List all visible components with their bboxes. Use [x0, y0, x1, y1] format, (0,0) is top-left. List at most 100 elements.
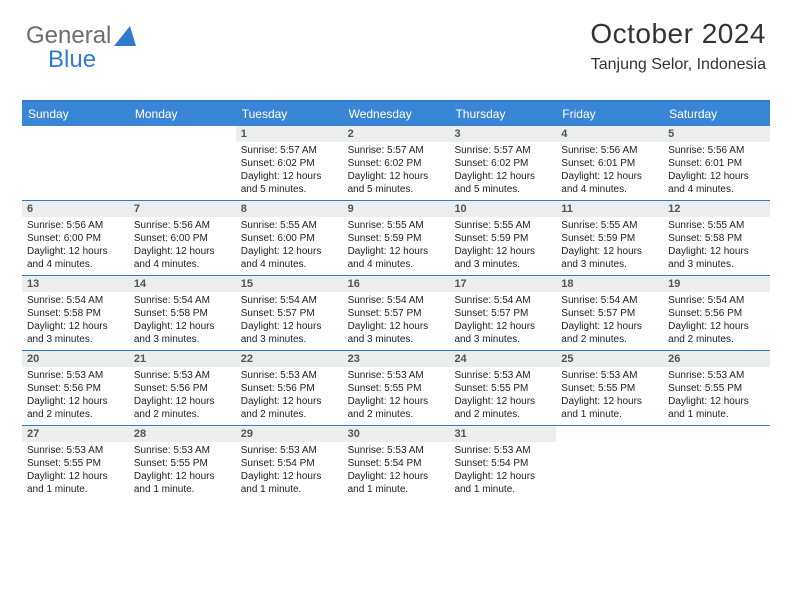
calendar-day: 3Sunrise: 5:57 AMSunset: 6:02 PMDaylight… [449, 126, 556, 200]
sunset-text: Sunset: 5:55 PM [668, 382, 765, 395]
weekday-header: Sunday [22, 102, 129, 126]
sunrise-text: Sunrise: 5:55 AM [241, 219, 338, 232]
day-number: 6 [22, 201, 129, 217]
location-subtitle: Tanjung Selor, Indonesia [590, 56, 766, 74]
day-number: 27 [22, 426, 129, 442]
daylight-text: Daylight: 12 hours and 3 minutes. [454, 320, 551, 346]
sunset-text: Sunset: 5:59 PM [454, 232, 551, 245]
day-detail: Sunrise: 5:55 AMSunset: 6:00 PMDaylight:… [236, 217, 343, 275]
day-number: 25 [556, 351, 663, 367]
calendar-week: 27Sunrise: 5:53 AMSunset: 5:55 PMDayligh… [22, 425, 770, 500]
day-detail [22, 142, 129, 148]
calendar-day [129, 126, 236, 200]
day-number: 4 [556, 126, 663, 142]
sunset-text: Sunset: 5:54 PM [454, 457, 551, 470]
day-detail: Sunrise: 5:53 AMSunset: 5:55 PMDaylight:… [556, 367, 663, 425]
sunset-text: Sunset: 5:55 PM [561, 382, 658, 395]
calendar-day: 31Sunrise: 5:53 AMSunset: 5:54 PMDayligh… [449, 426, 556, 500]
day-detail [556, 442, 663, 448]
calendar-day: 30Sunrise: 5:53 AMSunset: 5:54 PMDayligh… [343, 426, 450, 500]
sunset-text: Sunset: 5:57 PM [348, 307, 445, 320]
day-detail: Sunrise: 5:53 AMSunset: 5:54 PMDaylight:… [343, 442, 450, 500]
day-detail: Sunrise: 5:55 AMSunset: 5:59 PMDaylight:… [343, 217, 450, 275]
sunrise-text: Sunrise: 5:56 AM [668, 144, 765, 157]
day-number: 3 [449, 126, 556, 142]
sunrise-text: Sunrise: 5:54 AM [134, 294, 231, 307]
day-detail: Sunrise: 5:57 AMSunset: 6:02 PMDaylight:… [236, 142, 343, 200]
day-number: 19 [663, 276, 770, 292]
month-title: October 2024 [590, 18, 766, 50]
day-detail: Sunrise: 5:54 AMSunset: 5:57 PMDaylight:… [343, 292, 450, 350]
calendar-day: 28Sunrise: 5:53 AMSunset: 5:55 PMDayligh… [129, 426, 236, 500]
daylight-text: Daylight: 12 hours and 2 minutes. [348, 395, 445, 421]
sunset-text: Sunset: 5:58 PM [668, 232, 765, 245]
sunrise-text: Sunrise: 5:57 AM [241, 144, 338, 157]
sunset-text: Sunset: 6:01 PM [668, 157, 765, 170]
calendar-day: 20Sunrise: 5:53 AMSunset: 5:56 PMDayligh… [22, 351, 129, 425]
calendar-day: 12Sunrise: 5:55 AMSunset: 5:58 PMDayligh… [663, 201, 770, 275]
day-detail: Sunrise: 5:54 AMSunset: 5:58 PMDaylight:… [129, 292, 236, 350]
day-detail: Sunrise: 5:55 AMSunset: 5:58 PMDaylight:… [663, 217, 770, 275]
sunrise-text: Sunrise: 5:55 AM [348, 219, 445, 232]
sunset-text: Sunset: 6:00 PM [241, 232, 338, 245]
sunrise-text: Sunrise: 5:53 AM [561, 369, 658, 382]
calendar-day: 2Sunrise: 5:57 AMSunset: 6:02 PMDaylight… [343, 126, 450, 200]
calendar-day: 13Sunrise: 5:54 AMSunset: 5:58 PMDayligh… [22, 276, 129, 350]
sunrise-text: Sunrise: 5:55 AM [454, 219, 551, 232]
logo-sail-icon [114, 26, 136, 46]
calendar-day: 6Sunrise: 5:56 AMSunset: 6:00 PMDaylight… [22, 201, 129, 275]
day-number [129, 126, 236, 142]
sunset-text: Sunset: 5:55 PM [454, 382, 551, 395]
day-detail [129, 142, 236, 148]
daylight-text: Daylight: 12 hours and 3 minutes. [27, 320, 124, 346]
weekday-header-row: Sunday Monday Tuesday Wednesday Thursday… [22, 102, 770, 126]
sunset-text: Sunset: 5:54 PM [241, 457, 338, 470]
day-detail: Sunrise: 5:54 AMSunset: 5:58 PMDaylight:… [22, 292, 129, 350]
sunrise-text: Sunrise: 5:56 AM [561, 144, 658, 157]
calendar-week: 6Sunrise: 5:56 AMSunset: 6:00 PMDaylight… [22, 200, 770, 275]
sunset-text: Sunset: 5:57 PM [454, 307, 551, 320]
daylight-text: Daylight: 12 hours and 3 minutes. [241, 320, 338, 346]
sunrise-text: Sunrise: 5:53 AM [668, 369, 765, 382]
day-number: 11 [556, 201, 663, 217]
sunrise-text: Sunrise: 5:55 AM [668, 219, 765, 232]
sunrise-text: Sunrise: 5:57 AM [348, 144, 445, 157]
day-detail: Sunrise: 5:56 AMSunset: 6:01 PMDaylight:… [663, 142, 770, 200]
calendar-body: 1Sunrise: 5:57 AMSunset: 6:02 PMDaylight… [22, 126, 770, 500]
day-detail: Sunrise: 5:53 AMSunset: 5:55 PMDaylight:… [343, 367, 450, 425]
daylight-text: Daylight: 12 hours and 2 minutes. [241, 395, 338, 421]
sunset-text: Sunset: 6:00 PM [134, 232, 231, 245]
sunset-text: Sunset: 5:56 PM [27, 382, 124, 395]
sunset-text: Sunset: 5:58 PM [134, 307, 231, 320]
day-detail: Sunrise: 5:57 AMSunset: 6:02 PMDaylight:… [449, 142, 556, 200]
daylight-text: Daylight: 12 hours and 4 minutes. [241, 245, 338, 271]
day-number: 30 [343, 426, 450, 442]
calendar-day: 26Sunrise: 5:53 AMSunset: 5:55 PMDayligh… [663, 351, 770, 425]
day-number: 28 [129, 426, 236, 442]
day-detail: Sunrise: 5:54 AMSunset: 5:57 PMDaylight:… [449, 292, 556, 350]
day-number: 22 [236, 351, 343, 367]
day-number: 24 [449, 351, 556, 367]
sunset-text: Sunset: 5:55 PM [27, 457, 124, 470]
sunrise-text: Sunrise: 5:53 AM [27, 444, 124, 457]
calendar-day: 19Sunrise: 5:54 AMSunset: 5:56 PMDayligh… [663, 276, 770, 350]
sunset-text: Sunset: 6:02 PM [348, 157, 445, 170]
day-detail: Sunrise: 5:53 AMSunset: 5:54 PMDaylight:… [449, 442, 556, 500]
day-number [556, 426, 663, 442]
day-detail: Sunrise: 5:53 AMSunset: 5:56 PMDaylight:… [236, 367, 343, 425]
sunset-text: Sunset: 5:59 PM [561, 232, 658, 245]
daylight-text: Daylight: 12 hours and 2 minutes. [27, 395, 124, 421]
sunrise-text: Sunrise: 5:53 AM [454, 369, 551, 382]
daylight-text: Daylight: 12 hours and 3 minutes. [668, 245, 765, 271]
sunset-text: Sunset: 5:55 PM [134, 457, 231, 470]
sunrise-text: Sunrise: 5:56 AM [27, 219, 124, 232]
sunrise-text: Sunrise: 5:54 AM [561, 294, 658, 307]
daylight-text: Daylight: 12 hours and 2 minutes. [668, 320, 765, 346]
day-detail: Sunrise: 5:53 AMSunset: 5:54 PMDaylight:… [236, 442, 343, 500]
daylight-text: Daylight: 12 hours and 5 minutes. [241, 170, 338, 196]
weekday-header: Saturday [663, 102, 770, 126]
day-number: 18 [556, 276, 663, 292]
day-detail: Sunrise: 5:56 AMSunset: 6:00 PMDaylight:… [22, 217, 129, 275]
sunset-text: Sunset: 5:57 PM [561, 307, 658, 320]
daylight-text: Daylight: 12 hours and 3 minutes. [454, 245, 551, 271]
